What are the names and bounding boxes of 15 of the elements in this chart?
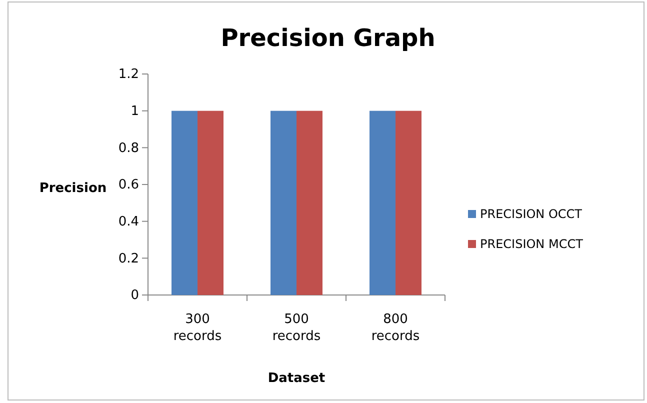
x-axis-title: Dataset (268, 371, 326, 386)
x-tick-label: 500 records (272, 312, 321, 344)
y-tick-label: 0.8 (118, 140, 139, 156)
x-tick-label: 800 records (371, 312, 420, 344)
legend-label: PRECISION MCCT (480, 237, 584, 252)
chart-title: Precision Graph (220, 24, 436, 52)
y-tick-label: 0.2 (118, 251, 139, 266)
legend-label: PRECISION OCCT (480, 207, 583, 222)
y-axis-title: Precision (39, 181, 107, 196)
y-tick-label: 1 (130, 104, 139, 119)
y-tick-label: 0 (130, 288, 139, 304)
y-tick-label: 1.2 (118, 67, 139, 82)
y-tick-label: 0.4 (118, 214, 139, 230)
x-tick-label: 300 records (173, 312, 222, 344)
y-tick-label: 0.6 (118, 178, 139, 193)
